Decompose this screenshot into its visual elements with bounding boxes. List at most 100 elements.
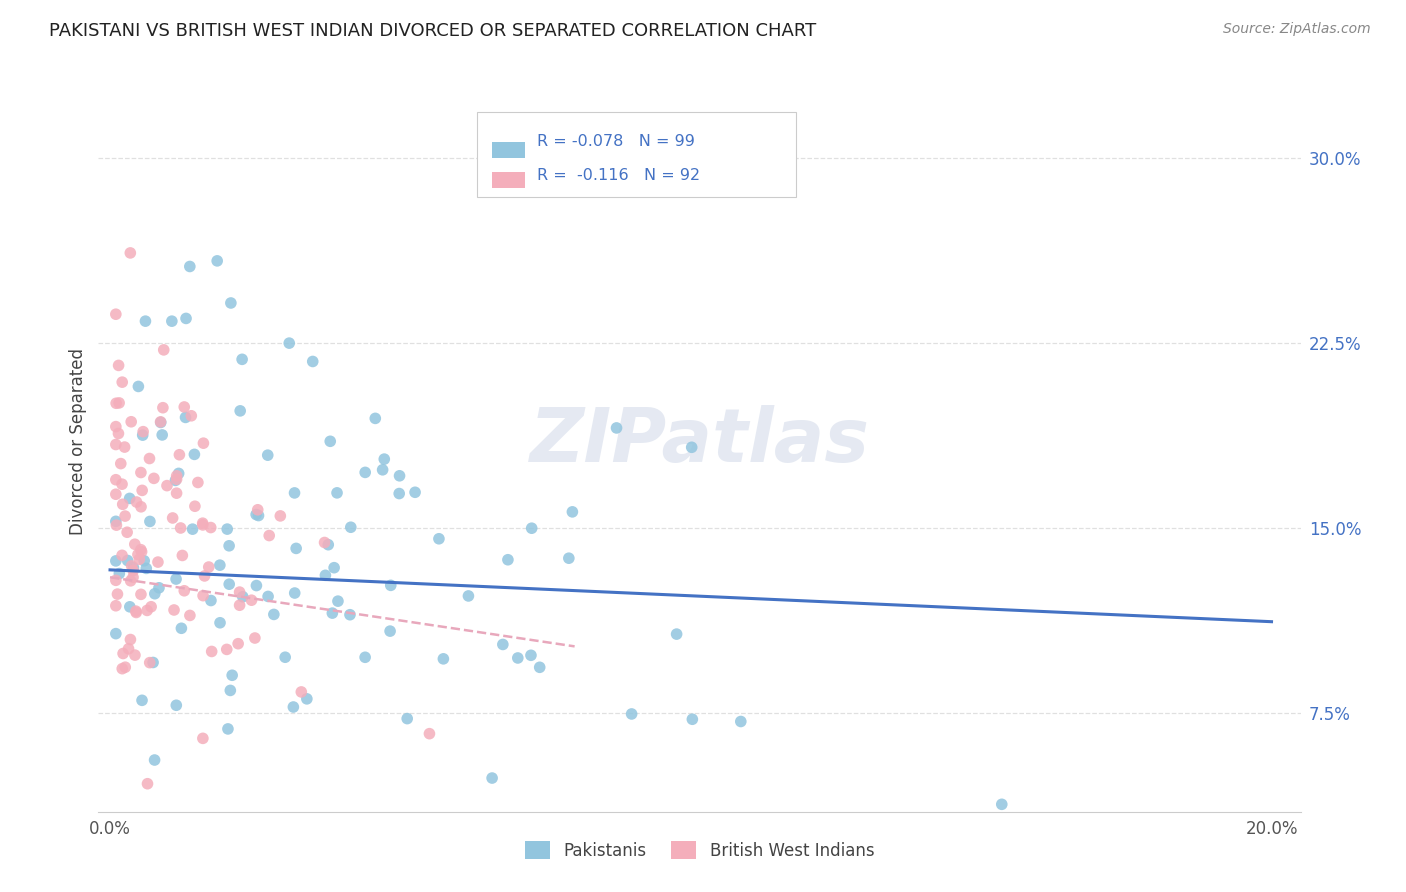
Point xyxy=(208,558,231,573)
Point xyxy=(730,714,752,729)
Point xyxy=(388,468,411,483)
Point xyxy=(163,603,186,617)
Point xyxy=(165,572,187,586)
Point xyxy=(481,771,503,785)
Point xyxy=(191,516,214,531)
Point xyxy=(561,505,583,519)
Point xyxy=(284,586,307,600)
Point xyxy=(340,520,363,534)
Point xyxy=(122,564,145,578)
Point xyxy=(152,401,174,415)
Point xyxy=(104,574,127,588)
Point xyxy=(218,577,240,591)
Point xyxy=(245,508,267,522)
FancyBboxPatch shape xyxy=(492,142,526,158)
Point xyxy=(179,608,201,623)
Point xyxy=(427,532,450,546)
Point xyxy=(148,581,170,595)
Point xyxy=(283,486,305,500)
Point xyxy=(129,542,152,557)
Point xyxy=(122,570,145,584)
Point xyxy=(111,477,134,491)
Point xyxy=(200,593,222,607)
Point xyxy=(136,777,159,791)
Point xyxy=(124,648,146,662)
Point xyxy=(105,396,128,410)
Point xyxy=(221,668,243,682)
Point xyxy=(205,253,228,268)
Point xyxy=(263,607,285,622)
Point xyxy=(520,648,543,663)
Point xyxy=(107,359,129,373)
Point xyxy=(172,549,194,563)
Point xyxy=(187,475,209,490)
Point xyxy=(208,615,231,630)
Point xyxy=(228,585,250,599)
Point xyxy=(364,411,387,425)
FancyBboxPatch shape xyxy=(492,172,526,188)
Point xyxy=(117,553,139,567)
Point xyxy=(257,590,280,604)
Point xyxy=(138,451,160,466)
Point xyxy=(665,627,688,641)
Point xyxy=(285,541,308,556)
Point xyxy=(257,528,280,542)
Point xyxy=(457,589,479,603)
Point xyxy=(104,599,127,613)
Point xyxy=(217,722,239,736)
Point xyxy=(314,535,336,549)
Point xyxy=(149,415,172,429)
Point xyxy=(492,637,515,651)
Point xyxy=(118,491,141,506)
Text: PAKISTANI VS BRITISH WEST INDIAN DIVORCED OR SEPARATED CORRELATION CHART: PAKISTANI VS BRITISH WEST INDIAN DIVORCE… xyxy=(49,22,817,40)
Point xyxy=(143,587,166,601)
Point xyxy=(219,296,242,310)
Point xyxy=(117,641,139,656)
Point xyxy=(354,650,377,665)
Point xyxy=(128,552,150,566)
Point xyxy=(432,652,454,666)
Point xyxy=(269,508,291,523)
Point xyxy=(160,314,183,328)
Point xyxy=(991,797,1014,812)
Point xyxy=(215,642,238,657)
Point xyxy=(112,647,135,661)
Point xyxy=(245,578,267,592)
Point xyxy=(104,473,127,487)
Point xyxy=(283,700,305,714)
Point xyxy=(146,555,169,569)
Point xyxy=(558,551,581,566)
Point xyxy=(339,607,361,622)
Point xyxy=(183,447,205,461)
Point xyxy=(131,693,153,707)
Point xyxy=(247,508,270,523)
Point xyxy=(138,656,160,670)
Point xyxy=(193,569,215,583)
Point xyxy=(193,436,215,450)
Text: R = -0.078   N = 99: R = -0.078 N = 99 xyxy=(537,134,695,149)
Point xyxy=(274,650,297,665)
Point xyxy=(371,463,394,477)
Point xyxy=(170,621,193,635)
Point xyxy=(152,343,174,357)
Point xyxy=(229,404,252,418)
Point xyxy=(120,574,142,588)
Point xyxy=(127,548,149,562)
Point xyxy=(231,352,253,367)
Point xyxy=(129,500,152,514)
Point xyxy=(124,537,146,551)
Point xyxy=(156,478,179,492)
Point xyxy=(520,521,543,535)
Point xyxy=(114,440,136,454)
Point xyxy=(319,434,342,449)
Point xyxy=(108,396,131,410)
Point xyxy=(149,416,172,430)
Point xyxy=(162,511,184,525)
Point xyxy=(200,520,222,534)
Point xyxy=(127,379,149,393)
Point xyxy=(166,472,188,486)
Point xyxy=(321,606,343,620)
Point xyxy=(167,467,190,481)
Point xyxy=(380,578,402,592)
Point xyxy=(278,336,301,351)
